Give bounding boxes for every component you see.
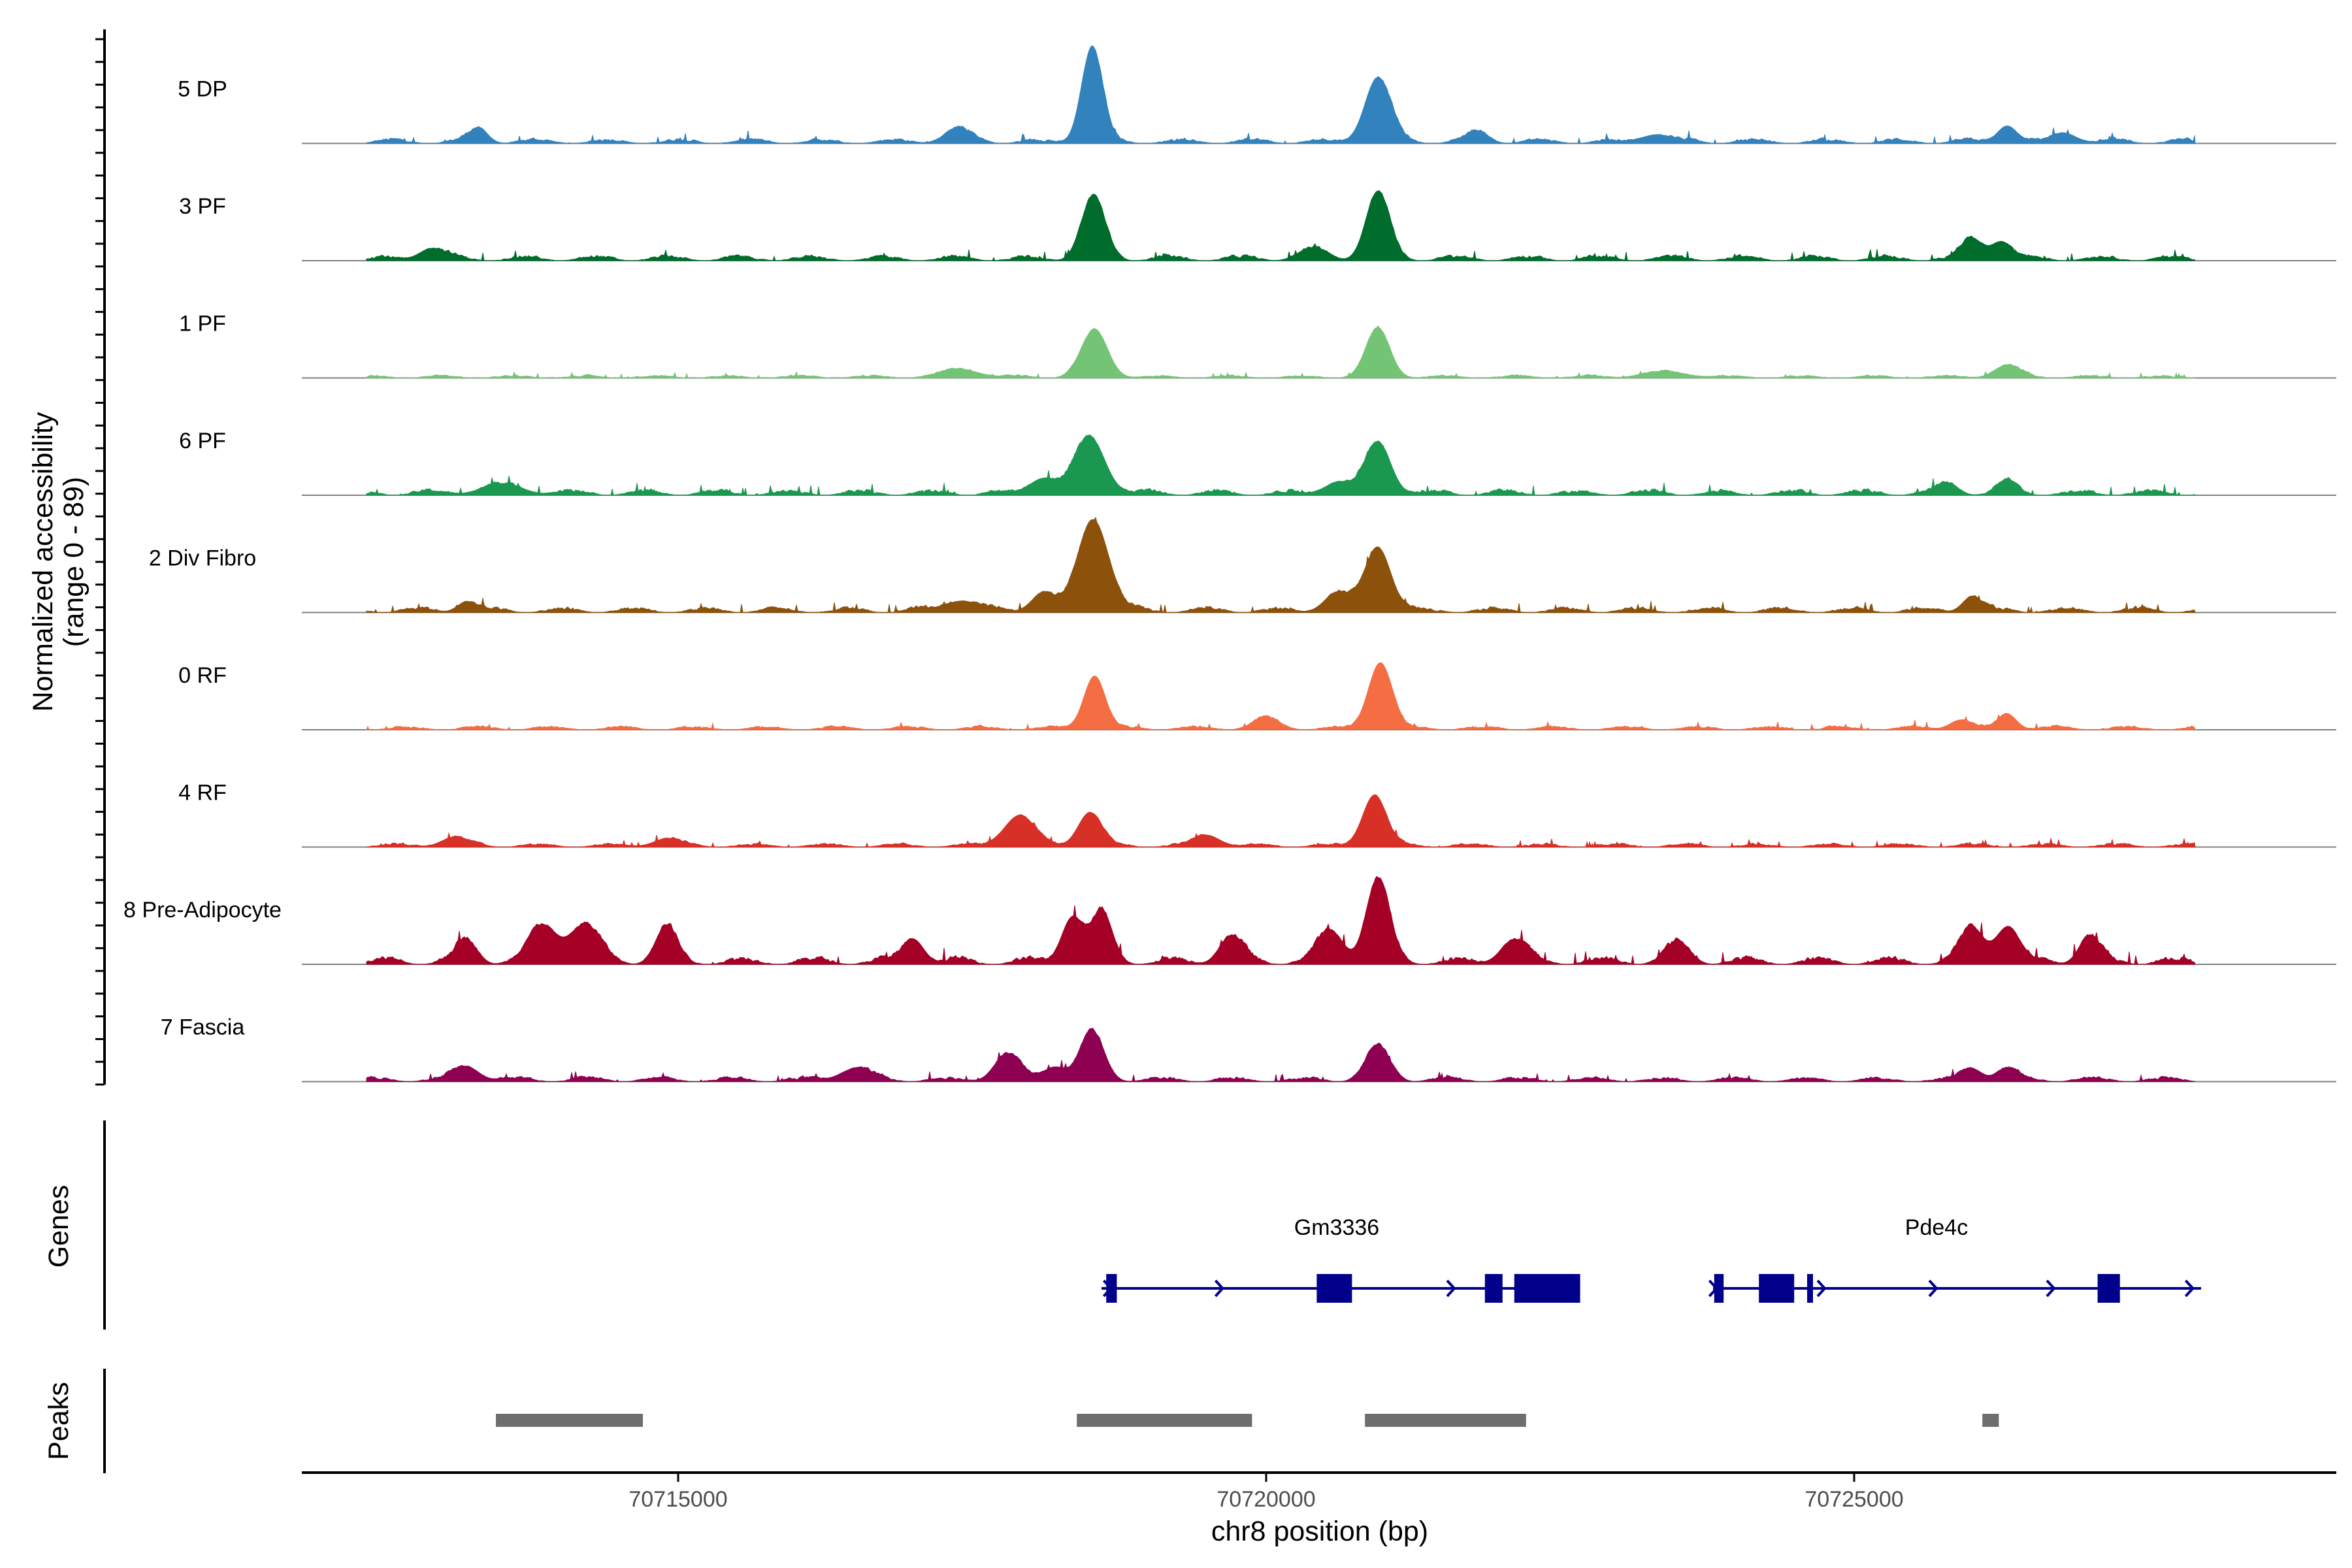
coverage-area	[366, 1028, 2196, 1082]
track-4: 6 PF	[179, 429, 2336, 496]
strand-arrow	[1446, 1279, 1456, 1298]
strand-arrow	[2046, 1279, 2056, 1298]
gene-label: Gm3336	[1294, 1215, 1379, 1240]
track-2: 3 PF	[179, 189, 2336, 261]
peak-region	[1077, 1414, 1252, 1427]
track-label: 2 Div Fibro	[149, 546, 256, 571]
coverage-area	[366, 662, 2196, 730]
peak-region	[1982, 1414, 1999, 1427]
gene-gm3336: Gm3336	[1102, 1215, 1580, 1303]
peak-region	[496, 1414, 643, 1427]
peak-region	[1365, 1414, 1526, 1427]
track-5: 2 Div Fibro	[149, 516, 2336, 613]
coverage-area	[366, 434, 2197, 496]
track-label: 3 PF	[179, 194, 226, 219]
gene-exon	[1316, 1274, 1352, 1303]
strand-arrow	[1214, 1279, 1225, 1298]
track-3: 1 PF	[179, 312, 2336, 379]
x-tick-label: 70720000	[1217, 1487, 1315, 1512]
track-label: 0 RF	[178, 663, 227, 688]
strand-arrow	[1816, 1279, 1827, 1298]
track-label: 1 PF	[179, 312, 226, 336]
coverage-area	[366, 45, 2196, 144]
y-axis-label: Normalized accessibility	[27, 412, 59, 711]
strand-arrow	[1708, 1279, 1719, 1298]
coverage-area	[366, 325, 2195, 379]
gene-pde4c: Pde4c	[1708, 1215, 2201, 1303]
gene-exon	[1484, 1274, 1503, 1303]
peaks-panel-label: Peaks	[43, 1382, 74, 1460]
gene-exon	[1807, 1274, 1813, 1303]
x-axis-label: chr8 position (bp)	[1211, 1516, 1428, 1547]
track-7: 4 RF	[178, 781, 2336, 848]
coverage-area	[366, 794, 2196, 848]
gene-exon	[2097, 1274, 2120, 1303]
gene-label: Pde4c	[1905, 1215, 1968, 1240]
x-tick-label: 70725000	[1805, 1487, 1903, 1512]
track-label: 4 RF	[178, 781, 227, 806]
gene-exon	[1759, 1274, 1795, 1303]
track-label: 6 PF	[179, 429, 226, 453]
gene-exon	[1714, 1274, 1724, 1303]
genes-panel-label: Genes	[43, 1185, 74, 1268]
track-1: 5 DP	[178, 45, 2336, 144]
track-8: 8 Pre-Adipocyte	[123, 875, 2336, 965]
y-axis-range-label: (range 0 - 89)	[58, 477, 90, 647]
track-6: 0 RF	[178, 662, 2336, 730]
strand-arrow	[2184, 1279, 2195, 1298]
strand-arrow	[1102, 1279, 1113, 1298]
strand-arrow	[1928, 1279, 1938, 1298]
coverage-area	[366, 189, 2196, 261]
x-tick-label: 70715000	[629, 1487, 727, 1512]
coverage-area	[366, 875, 2196, 965]
track-label: 5 DP	[178, 77, 227, 102]
track-label: 7 Fascia	[161, 1015, 245, 1040]
coverage-area	[366, 516, 2196, 613]
track-label: 8 Pre-Adipocyte	[123, 898, 282, 923]
gene-exon	[1514, 1274, 1580, 1303]
track-9: 7 Fascia	[161, 1015, 2336, 1083]
